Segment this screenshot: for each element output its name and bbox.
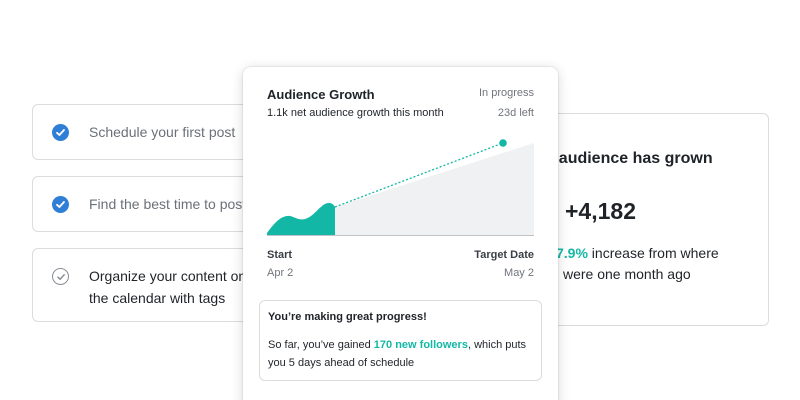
- task-label-line2: the calendar with tags: [89, 290, 226, 306]
- progress-text-suffix: , which puts you 5 days ahead of schedul…: [268, 339, 527, 369]
- progress-text-prefix: So far, you’ve gained: [268, 339, 374, 351]
- growth-percent: 7.9%: [556, 245, 588, 261]
- card-subtitle: 1.1k net audience growth this month: [267, 107, 444, 119]
- task-label: Schedule your first post: [89, 124, 236, 140]
- summary-heading: al audience has grown: [541, 150, 713, 167]
- audience-summary-card: al audience has grown +4,182 7.9% increa…: [540, 113, 769, 326]
- progress-title: You’re making great progress!: [268, 311, 427, 323]
- target-area: [335, 143, 534, 235]
- check-circle-filled-icon: [52, 124, 69, 141]
- progress-body: So far, you’ve gained 170 new followers,…: [268, 336, 533, 372]
- start-date: Apr 2: [267, 267, 294, 279]
- increase-line: 7.9% increase from where: [556, 245, 719, 261]
- task-label-line1: Organize your content on: [89, 268, 247, 284]
- projection-line: [334, 142, 504, 208]
- comparison-text: were one month ago: [563, 266, 691, 282]
- growth-chart: [267, 139, 534, 236]
- progress-message: You’re making great progress! So far, yo…: [259, 300, 542, 381]
- target-date-label: Target Date: [474, 249, 534, 261]
- target-point: [499, 139, 507, 147]
- growth-number: +4,182: [565, 198, 636, 224]
- new-followers-highlight: 170 new followers: [373, 339, 468, 351]
- increase-text: increase from where: [587, 245, 719, 261]
- start-label: Start: [267, 249, 293, 261]
- check-circle-outline-icon: [52, 268, 69, 285]
- task-label: Find the best time to post: [89, 196, 247, 212]
- status-badge: In progress: [478, 87, 534, 99]
- target-date: May 2: [504, 267, 534, 279]
- actual-growth-area: [267, 203, 335, 235]
- audience-growth-card: Audience Growth 1.1k net audience growth…: [243, 67, 558, 400]
- card-title: Audience Growth: [267, 87, 375, 102]
- check-circle-filled-icon: [52, 196, 69, 213]
- days-left: 23d left: [497, 107, 534, 119]
